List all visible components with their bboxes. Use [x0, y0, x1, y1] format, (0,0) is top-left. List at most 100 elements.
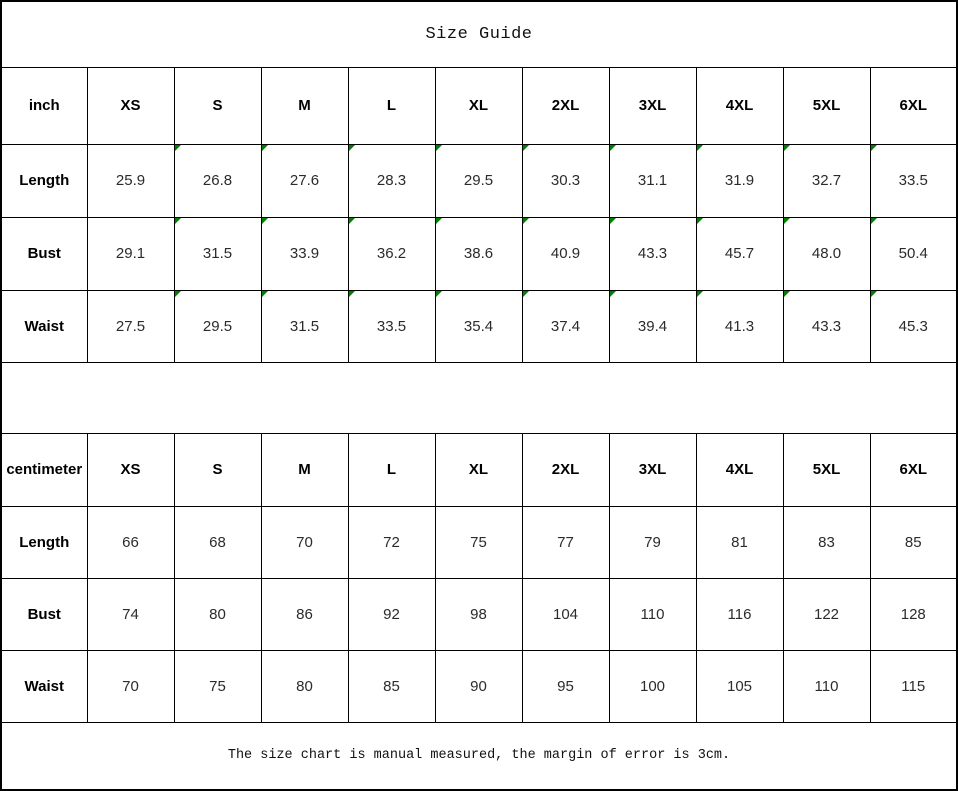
unit-label-inch: inch — [0, 66, 88, 145]
size-cell: 81 — [695, 505, 784, 579]
size-cell: 104 — [521, 577, 610, 651]
size-cell: 75 — [173, 649, 262, 723]
cell-value: 28.3 — [376, 172, 407, 189]
size-cell: 29.5 — [434, 143, 523, 218]
corner-flag-icon — [784, 145, 791, 152]
size-cell: 33.9 — [260, 216, 349, 291]
column-header-l: L — [347, 432, 436, 507]
column-header-xl: XL — [434, 432, 523, 507]
size-cell: 92 — [347, 577, 436, 651]
cm-bust-row: Bust 74 80 86 92 98 104 110 116 122 128 — [0, 577, 958, 651]
column-header-6xl: 6XL — [869, 66, 958, 145]
corner-flag-icon — [871, 291, 878, 298]
size-cell: 77 — [521, 505, 610, 579]
inch-length-row: Length 25.9 26.8 27.6 28.3 29.5 30.3 31.… — [0, 143, 958, 218]
size-cell: 70 — [260, 505, 349, 579]
size-cell: 66 — [86, 505, 175, 579]
size-cell: 33.5 — [347, 289, 436, 363]
corner-flag-icon — [175, 218, 182, 225]
size-cell: 85 — [869, 505, 958, 579]
corner-flag-icon — [175, 291, 182, 298]
size-cell: 26.8 — [173, 143, 262, 218]
cell-value: 43.3 — [637, 245, 668, 262]
footer-row: The size chart is manual measured, the m… — [0, 721, 958, 791]
corner-flag-icon — [871, 218, 878, 225]
corner-flag-icon — [610, 291, 617, 298]
size-cell: 116 — [695, 577, 784, 651]
corner-flag-icon — [697, 218, 704, 225]
size-cell: 79 — [608, 505, 697, 579]
page-title: Size Guide — [0, 0, 958, 68]
cell-value: 48.0 — [811, 245, 842, 262]
size-cell: 48.0 — [782, 216, 871, 291]
row-label-length: Length — [0, 505, 88, 579]
column-header-s: S — [173, 432, 262, 507]
size-cell: 74 — [86, 577, 175, 651]
size-cell: 36.2 — [347, 216, 436, 291]
cell-value: 32.7 — [811, 172, 842, 189]
corner-flag-icon — [523, 145, 530, 152]
cell-value: 37.4 — [550, 317, 581, 335]
corner-flag-icon — [523, 291, 530, 298]
corner-flag-icon — [697, 291, 704, 298]
size-cell: 29.5 — [173, 289, 262, 363]
cell-value: 29.5 — [463, 172, 494, 189]
cell-value: 31.9 — [724, 172, 755, 189]
size-cell: 32.7 — [782, 143, 871, 218]
corner-flag-icon — [610, 218, 617, 225]
cm-waist-row: Waist 70 75 80 85 90 95 100 105 110 115 — [0, 649, 958, 723]
inch-waist-row: Waist 27.5 29.5 31.5 33.5 35.4 37.4 39.4… — [0, 289, 958, 363]
column-header-m: M — [260, 432, 349, 507]
cell-value: 26.8 — [202, 172, 233, 189]
column-header-2xl: 2XL — [521, 432, 610, 507]
cell-value: 38.6 — [463, 245, 494, 262]
size-cell: 122 — [782, 577, 871, 651]
cell-value: 30.3 — [550, 172, 581, 189]
column-header-2xl: 2XL — [521, 66, 610, 145]
cell-value: 33.5 — [376, 317, 407, 335]
corner-flag-icon — [436, 291, 443, 298]
corner-flag-icon — [523, 218, 530, 225]
corner-flag-icon — [871, 145, 878, 152]
size-cell: 40.9 — [521, 216, 610, 291]
cell-value: 41.3 — [724, 317, 755, 335]
size-cell: 31.9 — [695, 143, 784, 218]
cell-value: 45.3 — [898, 317, 928, 335]
cell-value: 35.4 — [463, 317, 494, 335]
spacer-cell — [0, 361, 958, 434]
measurement-note: The size chart is manual measured, the m… — [0, 721, 958, 791]
corner-flag-icon — [262, 291, 269, 298]
size-cell: 37.4 — [521, 289, 610, 363]
size-cell: 80 — [260, 649, 349, 723]
cell-value: 31.1 — [637, 172, 668, 189]
column-header-xl: XL — [434, 66, 523, 145]
cell-value: 45.7 — [724, 245, 755, 262]
corner-flag-icon — [784, 218, 791, 225]
cell-value: 27.6 — [289, 172, 320, 189]
cm-length-row: Length 66 68 70 72 75 77 79 81 83 85 — [0, 505, 958, 579]
size-cell: 27.5 — [86, 289, 175, 363]
size-cell: 95 — [521, 649, 610, 723]
row-label-length: Length — [0, 143, 88, 218]
corner-flag-icon — [610, 145, 617, 152]
size-cell: 105 — [695, 649, 784, 723]
size-cell: 28.3 — [347, 143, 436, 218]
size-cell: 33.5 — [869, 143, 958, 218]
size-cell: 72 — [347, 505, 436, 579]
size-cell: 25.9 — [86, 143, 175, 218]
size-cell: 68 — [173, 505, 262, 579]
size-cell: 43.3 — [782, 289, 871, 363]
column-header-6xl: 6XL — [869, 432, 958, 507]
size-cell: 128 — [869, 577, 958, 651]
inch-header-row: inch XS S M L XL 2XL 3XL 4XL 5XL 6XL — [0, 66, 958, 145]
size-cell: 39.4 — [608, 289, 697, 363]
corner-flag-icon — [349, 291, 356, 298]
corner-flag-icon — [436, 145, 443, 152]
size-cell: 41.3 — [695, 289, 784, 363]
column-header-s: S — [173, 66, 262, 145]
size-cell: 110 — [608, 577, 697, 651]
corner-flag-icon — [349, 218, 356, 225]
size-cell: 90 — [434, 649, 523, 723]
spacer-row — [0, 361, 958, 434]
